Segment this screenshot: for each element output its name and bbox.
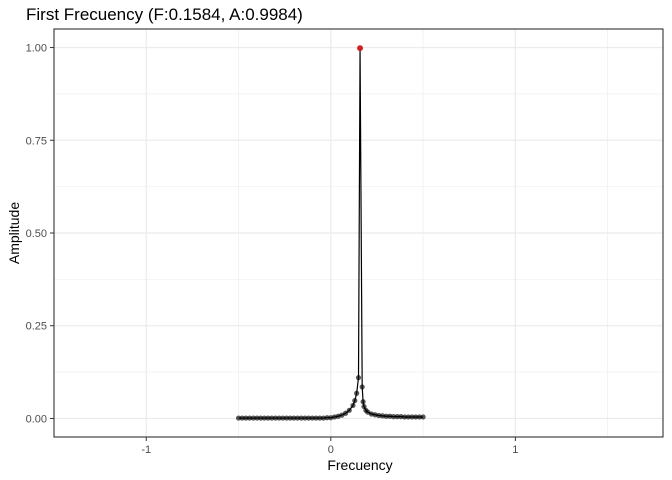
data-point: [298, 415, 304, 421]
data-point: [287, 415, 293, 421]
data-point: [291, 415, 297, 421]
data-point: [342, 410, 349, 416]
data-point: [405, 414, 411, 420]
peak-point: [357, 45, 364, 52]
data-point: [324, 415, 330, 421]
data-point: [243, 415, 249, 421]
x-axis-ticks: -1 0 1: [141, 437, 518, 456]
y-axis-ticks: 0.00 0.25 0.50 0.75 1.00: [26, 43, 54, 425]
data-point: [350, 402, 356, 409]
grid-lines: [54, 29, 663, 437]
chart-title: First Frecuency (F:0.1584, A:0.9984): [26, 5, 303, 24]
data-point: [265, 415, 271, 421]
data-point: [280, 415, 286, 421]
data-point: [383, 413, 389, 419]
data-point: [390, 414, 397, 420]
data-point: [295, 415, 301, 421]
data-series: [235, 45, 426, 421]
data-point: [420, 414, 426, 420]
data-point: [250, 415, 256, 421]
data-point: [346, 407, 352, 413]
x-tick-label: 0: [328, 444, 334, 456]
data-point: [313, 415, 319, 421]
data-point: [269, 415, 275, 421]
y-tick-label: 0.75: [26, 135, 47, 147]
data-point: [413, 414, 419, 420]
data-point: [276, 415, 282, 421]
data-point: [258, 415, 264, 421]
y-tick-label: 0.25: [26, 321, 47, 333]
x-tick-label: 1: [512, 444, 518, 456]
data-point: [235, 415, 242, 421]
data-point: [359, 384, 365, 390]
x-tick-label: -1: [141, 444, 151, 456]
data-point: [261, 415, 267, 421]
x-axis-title: Frecuency: [327, 457, 392, 473]
data-point: [239, 415, 245, 421]
data-point: [302, 415, 308, 421]
data-point: [309, 415, 315, 421]
data-point: [317, 415, 323, 421]
data-point: [394, 414, 400, 420]
y-tick-label: 1.00: [26, 43, 47, 55]
data-point: [402, 414, 408, 420]
y-tick-label: 0.00: [26, 413, 47, 425]
data-point: [352, 398, 358, 404]
data-point: [416, 414, 422, 420]
data-point: [306, 415, 312, 421]
data-point: [254, 415, 260, 421]
data-point: [355, 375, 362, 381]
data-point: [360, 399, 366, 405]
data-point: [272, 415, 279, 421]
data-point: [283, 415, 290, 421]
data-point: [247, 415, 253, 421]
y-tick-label: 0.50: [26, 228, 47, 240]
data-point: [409, 414, 415, 420]
data-point: [354, 390, 360, 396]
y-axis-title: Amplitude: [6, 202, 22, 264]
